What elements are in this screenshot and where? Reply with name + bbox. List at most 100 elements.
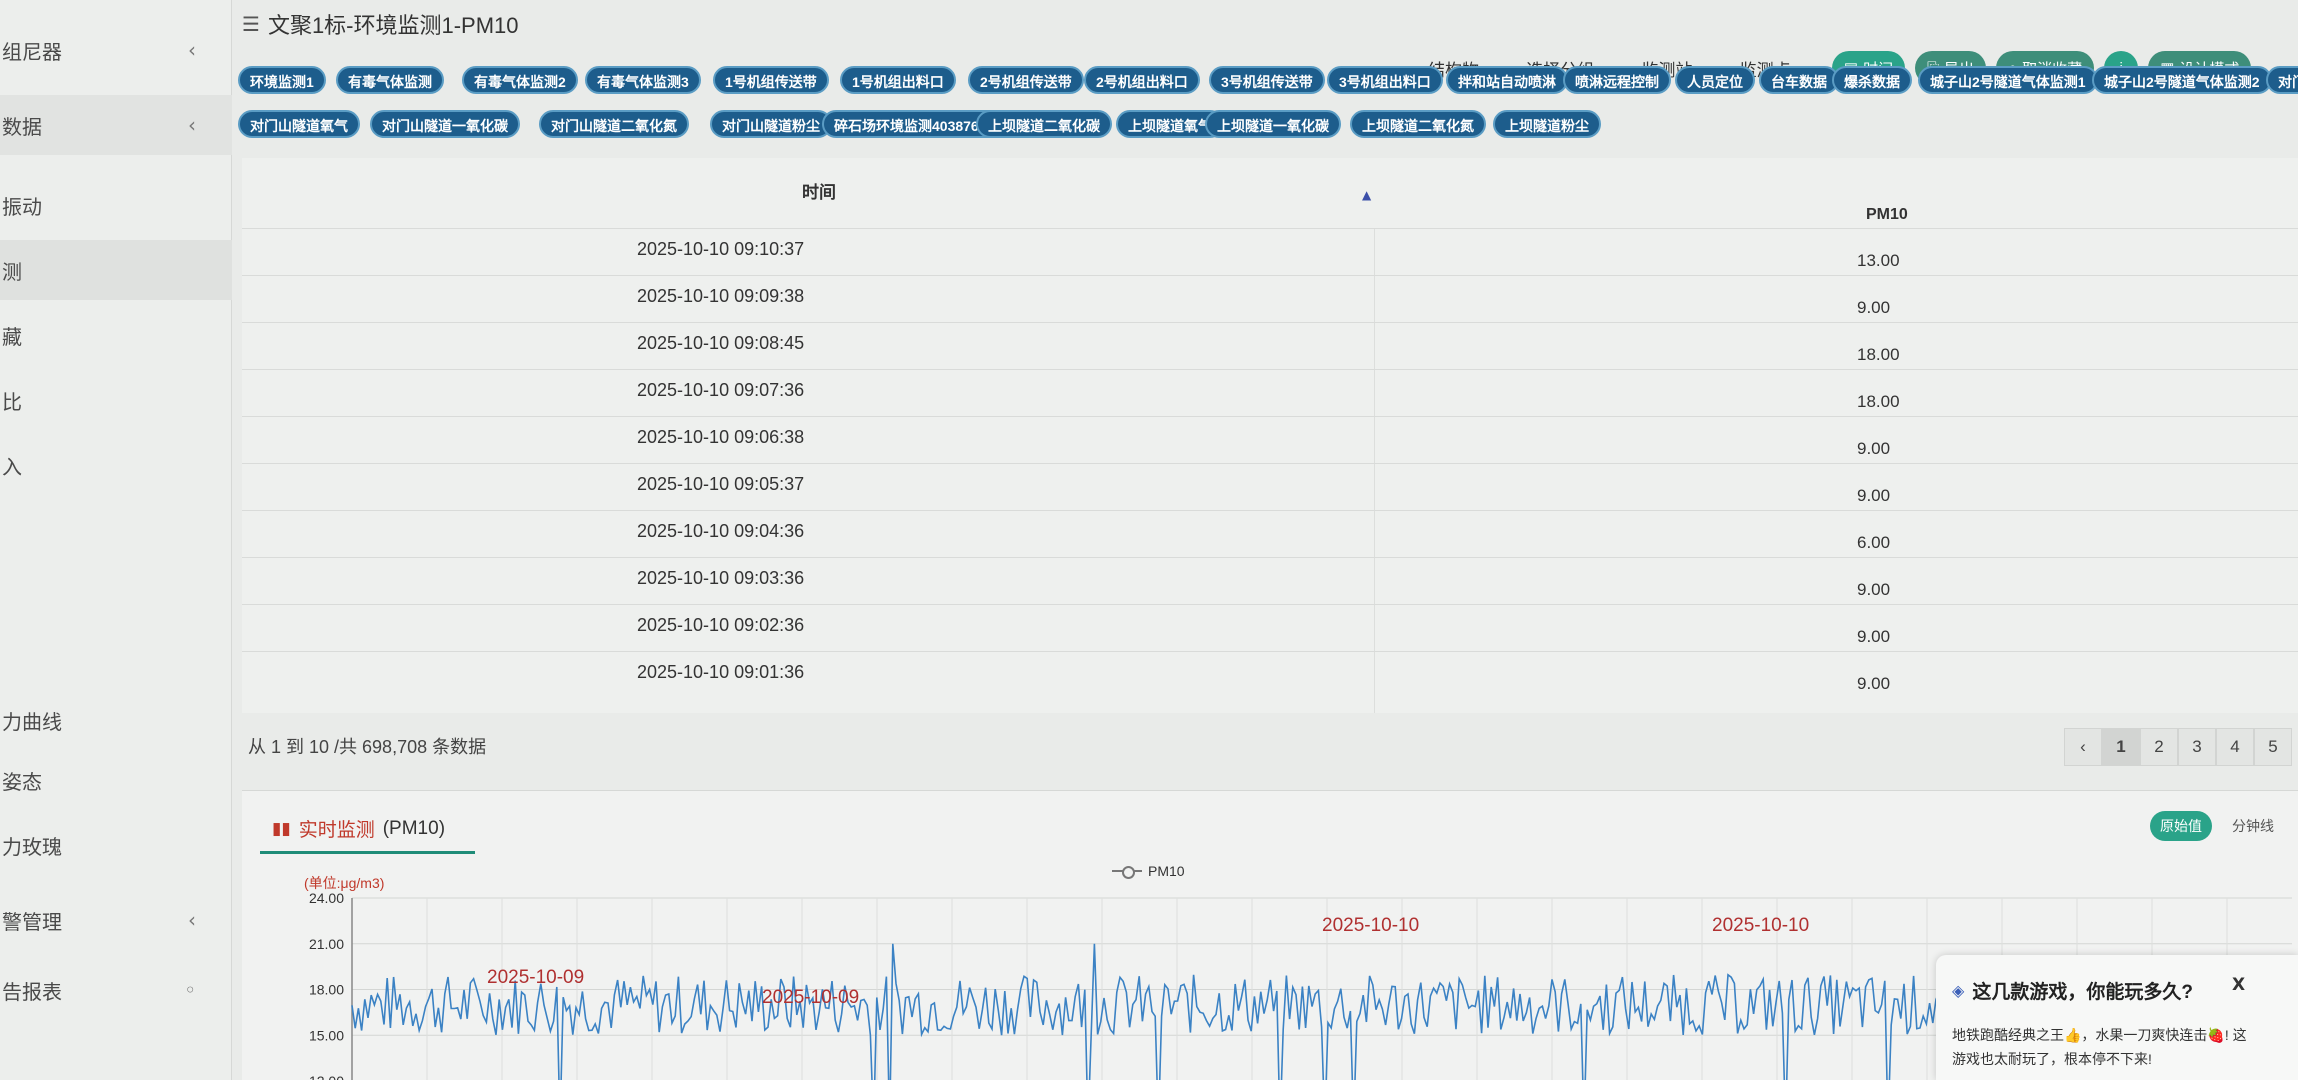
- table-row[interactable]: 2025-10-10 09:06:38 9.00: [242, 416, 2298, 463]
- sidebar-item-14[interactable]: 告报表 ◦: [0, 960, 232, 1020]
- sidebar-item-5[interactable]: 比: [0, 370, 232, 430]
- sidebar-item-13[interactable]: 警管理 ‹: [0, 890, 232, 950]
- chevron-left-icon: ◦: [184, 978, 196, 1002]
- group-tag[interactable]: 城子山2号隧道气体监测1: [1918, 66, 2098, 94]
- group-tag[interactable]: 环境监测1: [238, 66, 326, 94]
- group-tag[interactable]: 有毒气体监测3: [585, 66, 701, 94]
- ad-popup[interactable]: ◈ 这几款游戏，你能玩多久? X 地铁跑酷经典之王👍，水果一刀爽快连击🍓! 这 …: [1936, 955, 2298, 1080]
- group-tag[interactable]: 对门山隧道一氧化碳: [370, 110, 520, 138]
- sidebar-item-10[interactable]: 力曲线: [0, 690, 232, 750]
- group-tag[interactable]: 1号机组出料口: [840, 66, 956, 94]
- table-row[interactable]: 2025-10-10 09:03:36 9.00: [242, 557, 2298, 604]
- range-minute[interactable]: 分钟线: [2232, 818, 2274, 834]
- group-tag[interactable]: 3号机组出料口: [1327, 66, 1443, 94]
- group-tag[interactable]: 拌和站自动喷淋: [1446, 66, 1568, 94]
- group-tag[interactable]: 上坝隧道一氧化碳: [1205, 110, 1341, 138]
- group-tag[interactable]: 上坝隧道粉尘: [1493, 110, 1601, 138]
- series-line-pm10: [351, 943, 1940, 1080]
- chart-legend[interactable]: PM10: [1112, 863, 1185, 879]
- tag-row-2: 对门山隧道氧气 对门山隧道一氧化碳 对门山隧道二氧化氮 对门山隧道粉尘 碎石场环境监测4…: [238, 110, 2298, 140]
- page-button[interactable]: 1: [2102, 728, 2140, 766]
- sidebar-item-4[interactable]: 藏: [0, 305, 232, 365]
- group-tag[interactable]: 台车数据: [1759, 66, 1839, 94]
- close-icon[interactable]: X: [2232, 975, 2246, 995]
- table-row[interactable]: 2025-10-10 09:05:37 9.00: [242, 463, 2298, 510]
- sidebar-item-6[interactable]: 入: [0, 435, 232, 495]
- column-header-time[interactable]: 时间: [802, 183, 836, 202]
- sidebar-item-8[interactable]: [0, 565, 232, 625]
- sidebar-item-2[interactable]: 振动: [0, 175, 232, 235]
- page-button[interactable]: 5: [2254, 728, 2292, 766]
- group-tag[interactable]: 喷淋远程控制: [1563, 66, 1671, 94]
- legend-marker: [1112, 865, 1142, 879]
- chevron-left-icon: ‹: [188, 113, 196, 137]
- tab-realtime-label: 实时监测: [298, 820, 375, 841]
- sidebar-item-label: 告报表: [2, 981, 62, 1004]
- page-button[interactable]: 3: [2178, 728, 2216, 766]
- group-tag[interactable]: 3号机组传送带: [1209, 66, 1325, 94]
- range-raw[interactable]: 原始值: [2150, 811, 2212, 841]
- y-tick-label: 21.00: [309, 936, 344, 952]
- y-tick-label: 15.00: [309, 1027, 344, 1043]
- page-button[interactable]: 4: [2216, 728, 2254, 766]
- sidebar-item-label: 入: [2, 456, 22, 479]
- table-row[interactable]: 2025-10-10 09:08:45 18.00: [242, 322, 2298, 369]
- cell-pm10: 9.00: [1857, 298, 1891, 317]
- cell-pm10: 9.00: [1857, 486, 1891, 505]
- sidebar-item-label: 数据: [2, 116, 42, 139]
- group-tag[interactable]: 爆杀数据: [1832, 66, 1912, 94]
- group-tag[interactable]: 对门山隧道氧气: [238, 110, 360, 138]
- sidebar-item-0[interactable]: 组尼器 ‹: [0, 20, 232, 80]
- group-tag[interactable]: 对门山隧道粉尘: [710, 110, 832, 138]
- cell-pm10: 18.00: [1857, 345, 1900, 364]
- page-button[interactable]: 2: [2140, 728, 2178, 766]
- group-tag[interactable]: 人员定位: [1675, 66, 1755, 94]
- table-row[interactable]: 2025-10-10 09:01:36 9.00: [242, 651, 2298, 698]
- table-row[interactable]: 2025-10-10 09:04:36 6.00: [242, 510, 2298, 557]
- column-header-pm10[interactable]: PM10: [1866, 206, 1908, 223]
- bar-chart-icon: ▮▮: [272, 818, 291, 839]
- sort-asc-icon[interactable]: ▲: [1362, 188, 1372, 202]
- sidebar-item-3[interactable]: 测: [0, 240, 232, 300]
- tag-row-1: 环境监测1 有毒气体监测 有毒气体监测2 有毒气体监测3 1号机组传送带 1号机组出料口 2…: [238, 66, 2298, 96]
- sidebar-item-12[interactable]: 力玫瑰: [0, 815, 232, 875]
- date-annotation: 2025-10-10: [1712, 915, 1809, 936]
- popup-body: 地铁跑酷经典之王👍，水果一刀爽快连击🍓! 这 游戏也太耐玩了，根本停不下来!: [1952, 1023, 2298, 1071]
- cell-time: 2025-10-10 09:03:36: [637, 568, 805, 588]
- sidebar-item-9[interactable]: [0, 630, 232, 690]
- group-tag[interactable]: 上坝隧道二氧化碳: [976, 110, 1112, 138]
- table-row[interactable]: 2025-10-10 09:10:37 13.00: [242, 228, 2298, 275]
- group-tag[interactable]: 2号机组传送带: [968, 66, 1084, 94]
- tab-realtime-suffix: (PM10): [382, 817, 446, 839]
- chevron-left-icon: ‹: [188, 38, 196, 62]
- group-tag[interactable]: 城子山2号隧道气体监测2: [2092, 66, 2272, 94]
- tab-realtime[interactable]: ▮▮ 实时监测 (PM10): [272, 815, 445, 842]
- sidebar-item-7[interactable]: [0, 500, 232, 560]
- group-tag[interactable]: 有毒气体监测: [336, 66, 444, 94]
- sidebar-item-11[interactable]: 姿态: [0, 750, 232, 810]
- sidebar-item-label: 组尼器: [2, 41, 62, 64]
- table-row[interactable]: 2025-10-10 09:02:36 9.00: [242, 604, 2298, 651]
- cell-time: 2025-10-10 09:08:45: [637, 333, 805, 353]
- group-tag[interactable]: 2号机组出料口: [1084, 66, 1200, 94]
- table-row[interactable]: 2025-10-10 09:07:36 18.00: [242, 369, 2298, 416]
- cell-time: 2025-10-10 09:01:36: [637, 662, 805, 682]
- y-tick-label: 24.00: [309, 890, 344, 906]
- group-tag[interactable]: 对门山: [2266, 66, 2298, 94]
- group-tag[interactable]: 上坝隧道二氧化氮: [1350, 110, 1486, 138]
- page-title-text: 文聚1标-环境监测1-PM10: [267, 13, 519, 38]
- y-axis-unit: (单位:μg/m3): [304, 875, 385, 891]
- group-tag[interactable]: 1号机组传送带: [713, 66, 829, 94]
- database-icon: ☰: [242, 12, 260, 36]
- table-row[interactable]: 2025-10-10 09:09:38 9.00: [242, 275, 2298, 322]
- sidebar-item-1[interactable]: 数据 ‹: [0, 95, 232, 155]
- cell-time: 2025-10-10 09:10:37: [637, 239, 805, 259]
- popup-line-2: 游戏也太耐玩了，根本停不下来!: [1952, 1051, 2152, 1067]
- tab-underline: [260, 851, 475, 854]
- group-tag[interactable]: 有毒气体监测2: [462, 66, 578, 94]
- prev-page-button[interactable]: ‹: [2064, 728, 2102, 766]
- group-tag[interactable]: 对门山隧道二氧化氮: [539, 110, 689, 138]
- cell-time: 2025-10-10 09:02:36: [637, 615, 805, 635]
- sidebar-item-label: 力曲线: [2, 711, 62, 734]
- column-divider: [1374, 228, 1375, 713]
